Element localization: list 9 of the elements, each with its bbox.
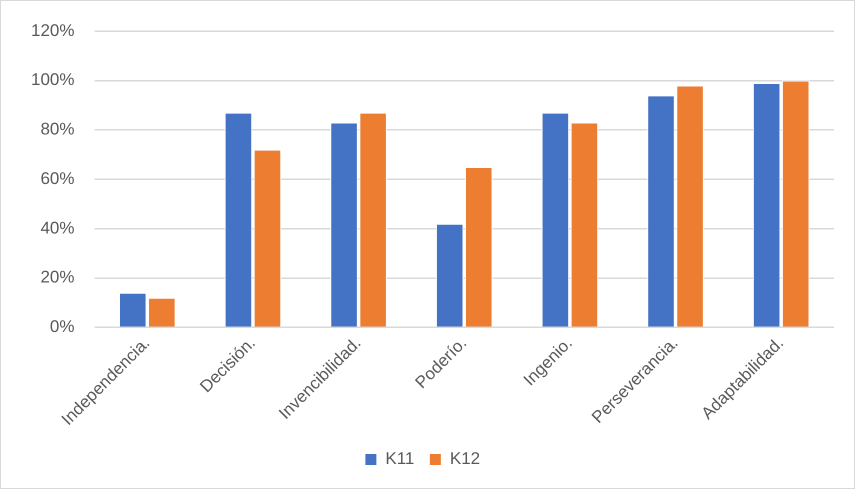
- y-tick-label: 100%: [30, 70, 74, 90]
- legend-label: K11: [385, 449, 414, 468]
- y-tick-label: 80%: [40, 120, 74, 139]
- legend-label: K12: [450, 449, 480, 468]
- y-tick-label: 40%: [40, 218, 74, 238]
- y-tick-label: 60%: [40, 168, 74, 188]
- y-tick-label: 0%: [50, 317, 74, 336]
- y-tick-label: 120%: [30, 20, 74, 40]
- y-tick-label: 20%: [40, 268, 74, 287]
